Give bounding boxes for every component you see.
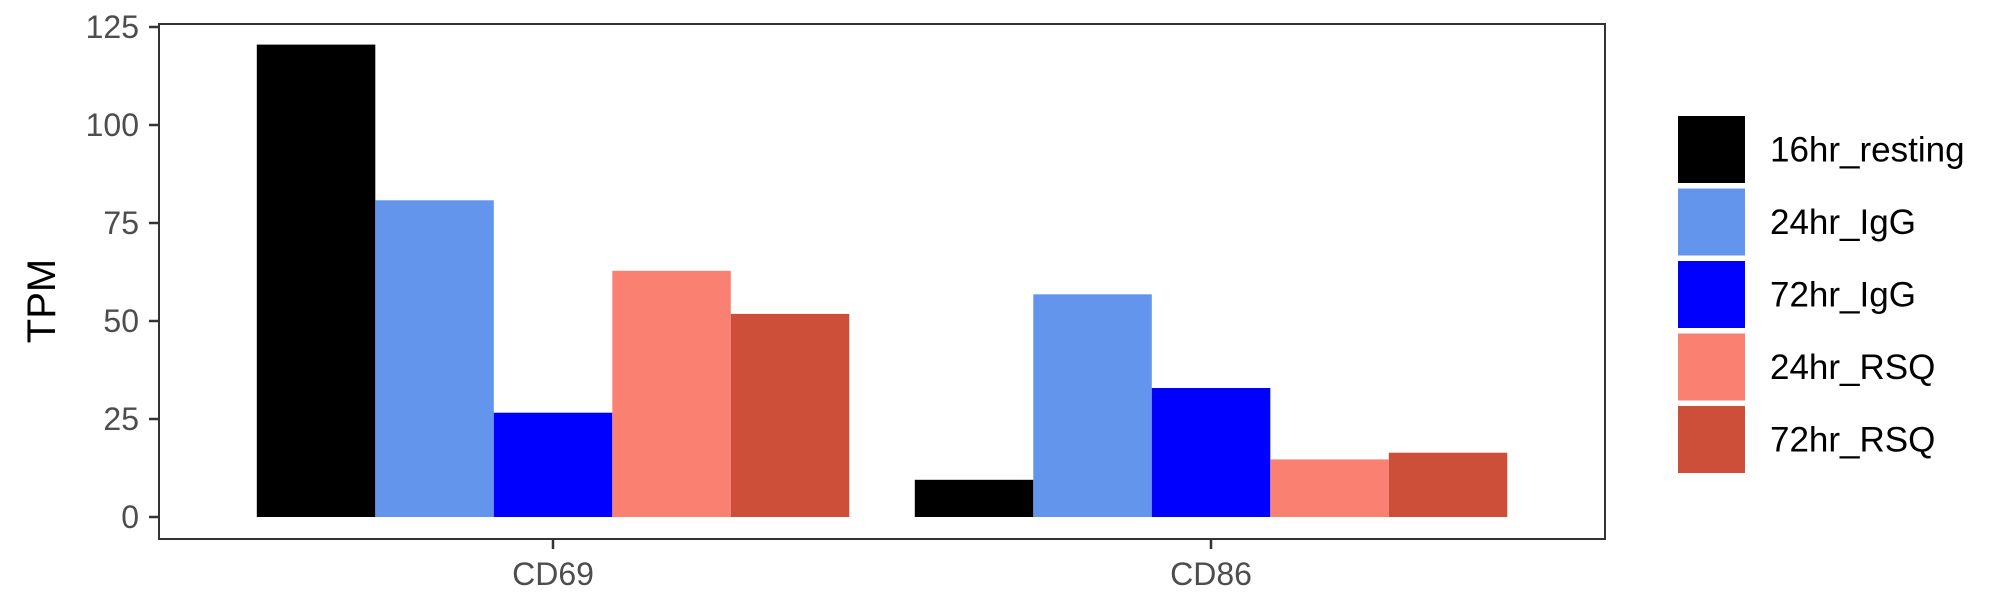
bar-cd69-72hr-igg [493,412,613,517]
y-tick-label: 75 [103,205,139,241]
legend-key-24hr-igg [1678,188,1745,256]
x-tick-label-cd69: CD69 [512,556,594,592]
x-tick-label-cd86: CD86 [1170,556,1252,592]
y-axis: 0 25 50 75 100 125 [86,9,159,535]
legend-key-24hr-rsq [1678,333,1745,401]
bar-cd69-24hr-igg [375,200,494,518]
bars-layer [256,44,1508,518]
legend-label: 72hr_RSQ [1770,421,1935,460]
bar-cd86-16hr-resting [914,479,1034,517]
legend-key-72hr-rsq [1678,406,1745,473]
y-tick-label: 25 [103,401,139,437]
legend-label: 72hr_IgG [1770,276,1916,315]
bar-cd69-72hr-rsq [730,313,850,517]
legend-key-72hr-igg [1678,261,1745,328]
x-axis: CD69 CD86 [512,539,1252,592]
bar-cd86-72hr-rsq [1388,452,1508,517]
legend-key-16hr-resting [1678,116,1745,183]
bar-cd69-24hr-rsq [612,270,731,517]
bar-cd69-16hr-resting [256,44,376,517]
y-tick-label: 100 [86,107,139,143]
y-tick-label: 50 [103,303,139,339]
bar-cd86-24hr-igg [1033,294,1152,517]
y-tick-label: 125 [86,9,139,45]
y-axis-title: TPM [20,259,64,343]
legend-label: 24hr_IgG [1770,203,1916,242]
plot-panel-border [158,23,1606,540]
legend-label: 24hr_RSQ [1770,348,1935,387]
bar-cd86-72hr-igg [1151,388,1271,517]
legend-label: 16hr_resting [1770,131,1965,170]
bar-cd86-24hr-rsq [1270,459,1389,517]
y-tick-label: 0 [121,499,139,535]
legend: 16hr_resting 24hr_IgG 72hr_IgG 24hr_RSQ 72hr… [1678,116,1965,473]
